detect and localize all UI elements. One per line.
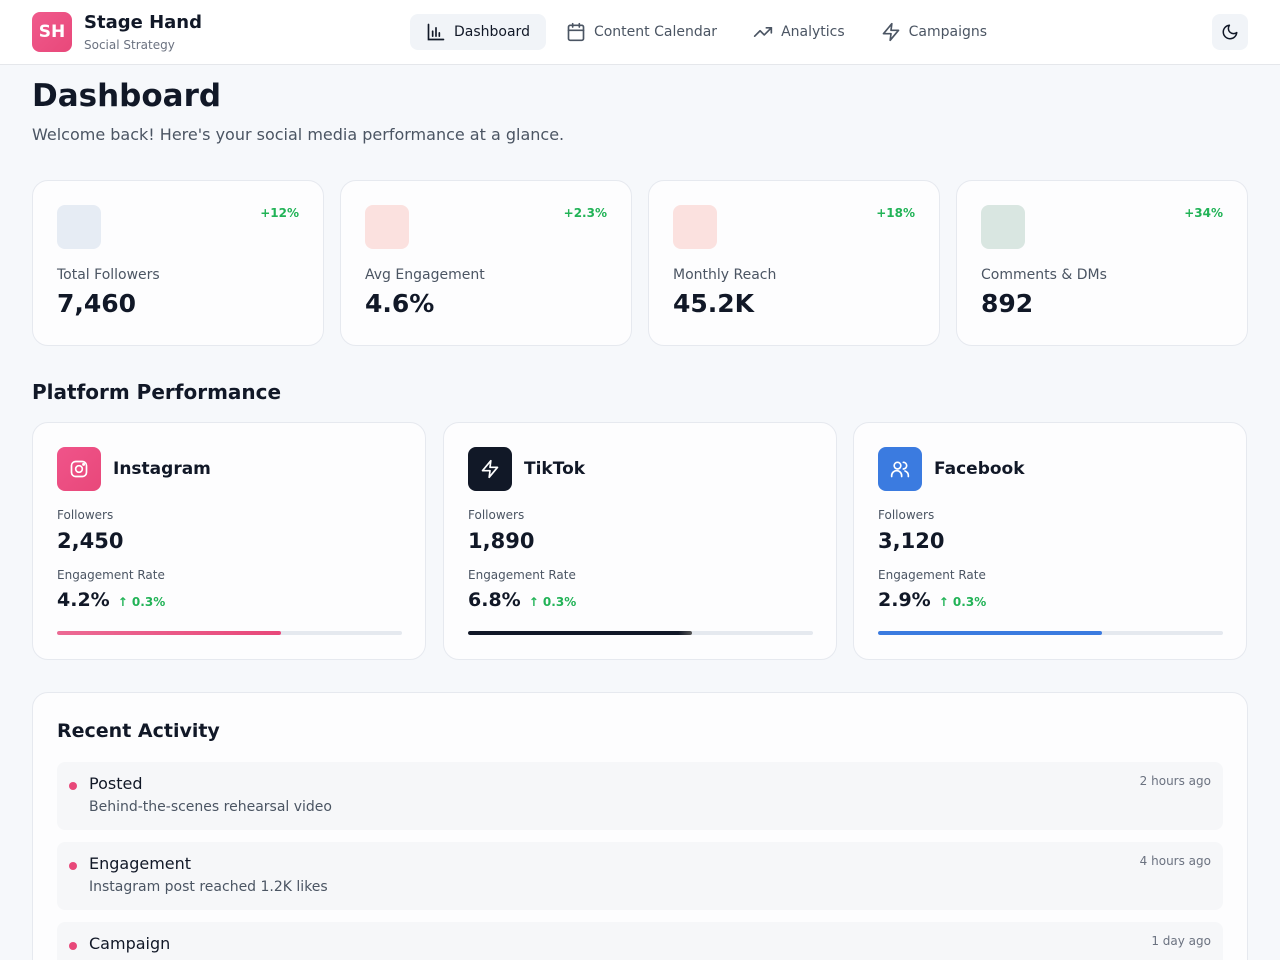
bar-chart-icon bbox=[427, 23, 445, 41]
activity-time: 1 day ago bbox=[1151, 934, 1211, 948]
stat-label: Comments & DMs bbox=[981, 267, 1107, 283]
activity-time: 2 hours ago bbox=[1139, 774, 1211, 788]
platform-card-facebook[interactable]: Facebook Followers 3,120 Engagement Rate… bbox=[853, 422, 1247, 660]
engagement-progress-track bbox=[57, 631, 402, 635]
stat-change: +34% bbox=[1184, 206, 1223, 220]
engagement-delta: ↑ 0.3% bbox=[117, 595, 166, 609]
activity-description: Behind-the-scenes rehearsal video bbox=[89, 799, 332, 815]
engagement-label: Engagement Rate bbox=[878, 568, 986, 582]
nav-content-calendar[interactable]: Content Calendar bbox=[550, 14, 733, 50]
activity-type: Campaign bbox=[89, 934, 171, 953]
stat-card-total-followers: +12% Total Followers 7,460 bbox=[32, 180, 324, 346]
engagement-progress-fill bbox=[57, 631, 282, 635]
stat-value: 7,460 bbox=[57, 289, 137, 318]
stat-card-avg-engagement: +2.3% Avg Engagement 4.6% bbox=[340, 180, 632, 346]
engagement-delta: ↑ 0.3% bbox=[528, 595, 577, 609]
engagement-value: 2.9% bbox=[878, 589, 931, 611]
platform-card-tiktok[interactable]: TikTok Followers 1,890 Engagement Rate 6… bbox=[443, 422, 837, 660]
stat-label: Monthly Reach bbox=[673, 267, 777, 283]
activity-dot-icon bbox=[69, 942, 77, 950]
top-header: SH Stage Hand Social Strategy Dashboard … bbox=[0, 0, 1280, 65]
zap-icon bbox=[481, 459, 499, 479]
engagement-progress-fill bbox=[878, 631, 1103, 635]
stat-label: Total Followers bbox=[57, 267, 160, 283]
instagram-icon bbox=[70, 460, 88, 478]
brand-subtitle: Social Strategy bbox=[84, 38, 175, 52]
stat-card-comments-dms: +34% Comments & DMs 892 bbox=[956, 180, 1248, 346]
stat-icon-tile bbox=[57, 205, 101, 249]
stat-value: 892 bbox=[981, 289, 1034, 318]
platform-icon-tile bbox=[878, 447, 922, 491]
brand-title: Stage Hand bbox=[84, 12, 202, 33]
main-nav: Dashboard Content Calendar Analytics Cam… bbox=[410, 14, 1003, 50]
followers-value: 3,120 bbox=[878, 529, 945, 553]
platform-name: Instagram bbox=[113, 459, 211, 479]
engagement-row: 4.2% ↑ 0.3% bbox=[57, 589, 165, 611]
activity-type: Posted bbox=[89, 774, 143, 793]
platform-icon-tile bbox=[468, 447, 512, 491]
stat-value: 4.6% bbox=[365, 289, 435, 318]
platform-section-title: Platform Performance bbox=[32, 380, 282, 404]
recent-activity-panel: Recent Activity Posted Behind-the-scenes… bbox=[32, 692, 1248, 960]
platform-name: TikTok bbox=[524, 459, 586, 479]
stat-change: +12% bbox=[260, 206, 299, 220]
activity-dot-icon bbox=[69, 782, 77, 790]
activity-dot-icon bbox=[69, 862, 77, 870]
platform-name: Facebook bbox=[934, 459, 1025, 479]
followers-label: Followers bbox=[878, 508, 935, 522]
stat-value: 45.2K bbox=[673, 289, 755, 318]
nav-content-calendar-label: Content Calendar bbox=[593, 24, 718, 40]
page-title: Dashboard bbox=[32, 78, 222, 114]
platform-card-instagram[interactable]: Instagram Followers 2,450 Engagement Rat… bbox=[32, 422, 426, 660]
engagement-row: 2.9% ↑ 0.3% bbox=[878, 589, 986, 611]
followers-value: 2,450 bbox=[57, 529, 124, 553]
activity-item[interactable]: Posted Behind-the-scenes rehearsal video… bbox=[57, 762, 1223, 830]
engagement-label: Engagement Rate bbox=[468, 568, 576, 582]
platform-icon-tile bbox=[57, 447, 101, 491]
stat-icon-tile bbox=[365, 205, 409, 249]
followers-label: Followers bbox=[468, 508, 525, 522]
stat-change: +18% bbox=[876, 206, 915, 220]
stat-icon-tile bbox=[673, 205, 717, 249]
engagement-progress-track bbox=[468, 631, 813, 635]
theme-toggle-button[interactable] bbox=[1212, 14, 1248, 50]
activity-item[interactable]: Campaign 1 day ago bbox=[57, 922, 1223, 960]
nav-analytics[interactable]: Analytics bbox=[737, 14, 861, 50]
page-subtitle: Welcome back! Here's your social media p… bbox=[32, 125, 565, 144]
activity-type: Engagement bbox=[89, 854, 192, 873]
brand-logo[interactable]: SH bbox=[32, 12, 72, 52]
engagement-progress-track bbox=[878, 631, 1223, 635]
moon-icon bbox=[1222, 24, 1238, 40]
stat-icon-tile bbox=[981, 205, 1025, 249]
stat-change: +2.3% bbox=[563, 206, 607, 220]
nav-dashboard-label: Dashboard bbox=[454, 24, 530, 40]
nav-campaigns[interactable]: Campaigns bbox=[865, 14, 1003, 50]
stat-card-monthly-reach: +18% Monthly Reach 45.2K bbox=[648, 180, 940, 346]
engagement-value: 4.2% bbox=[57, 589, 110, 611]
followers-label: Followers bbox=[57, 508, 114, 522]
zap-icon bbox=[882, 22, 899, 42]
activity-time: 4 hours ago bbox=[1139, 854, 1211, 868]
engagement-row: 6.8% ↑ 0.3% bbox=[468, 589, 576, 611]
nav-dashboard[interactable]: Dashboard bbox=[410, 14, 546, 50]
calendar-icon bbox=[567, 22, 585, 42]
engagement-label: Engagement Rate bbox=[57, 568, 165, 582]
stat-label: Avg Engagement bbox=[365, 267, 485, 283]
engagement-value: 6.8% bbox=[468, 589, 521, 611]
activity-item[interactable]: Engagement Instagram post reached 1.2K l… bbox=[57, 842, 1223, 910]
engagement-delta: ↑ 0.3% bbox=[938, 595, 987, 609]
users-icon bbox=[890, 461, 910, 478]
nav-campaigns-label: Campaigns bbox=[908, 24, 988, 40]
nav-analytics-label: Analytics bbox=[781, 24, 845, 40]
recent-activity-title: Recent Activity bbox=[57, 720, 220, 742]
trending-up-icon bbox=[753, 27, 773, 38]
engagement-progress-fill bbox=[468, 631, 693, 635]
followers-value: 1,890 bbox=[468, 529, 535, 553]
activity-description: Instagram post reached 1.2K likes bbox=[89, 879, 328, 895]
